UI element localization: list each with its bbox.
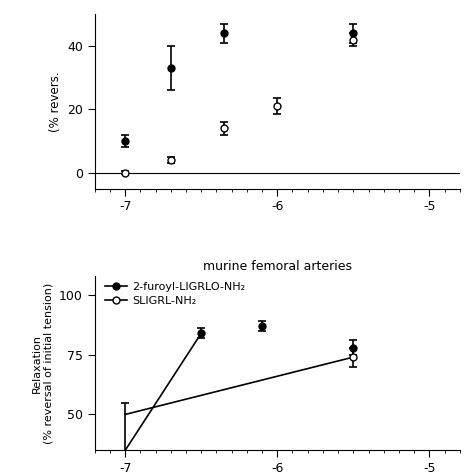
Title: murine femoral arteries: murine femoral arteries <box>203 260 352 273</box>
Legend: 2-furoyl-LIGRLO-NH₂, SLIGRL-NH₂: 2-furoyl-LIGRLO-NH₂, SLIGRL-NH₂ <box>100 278 250 310</box>
Y-axis label: Relaxation
(% reversal of initial tension): Relaxation (% reversal of initial tensio… <box>32 283 54 444</box>
Y-axis label: (% revers.: (% revers. <box>48 71 62 132</box>
